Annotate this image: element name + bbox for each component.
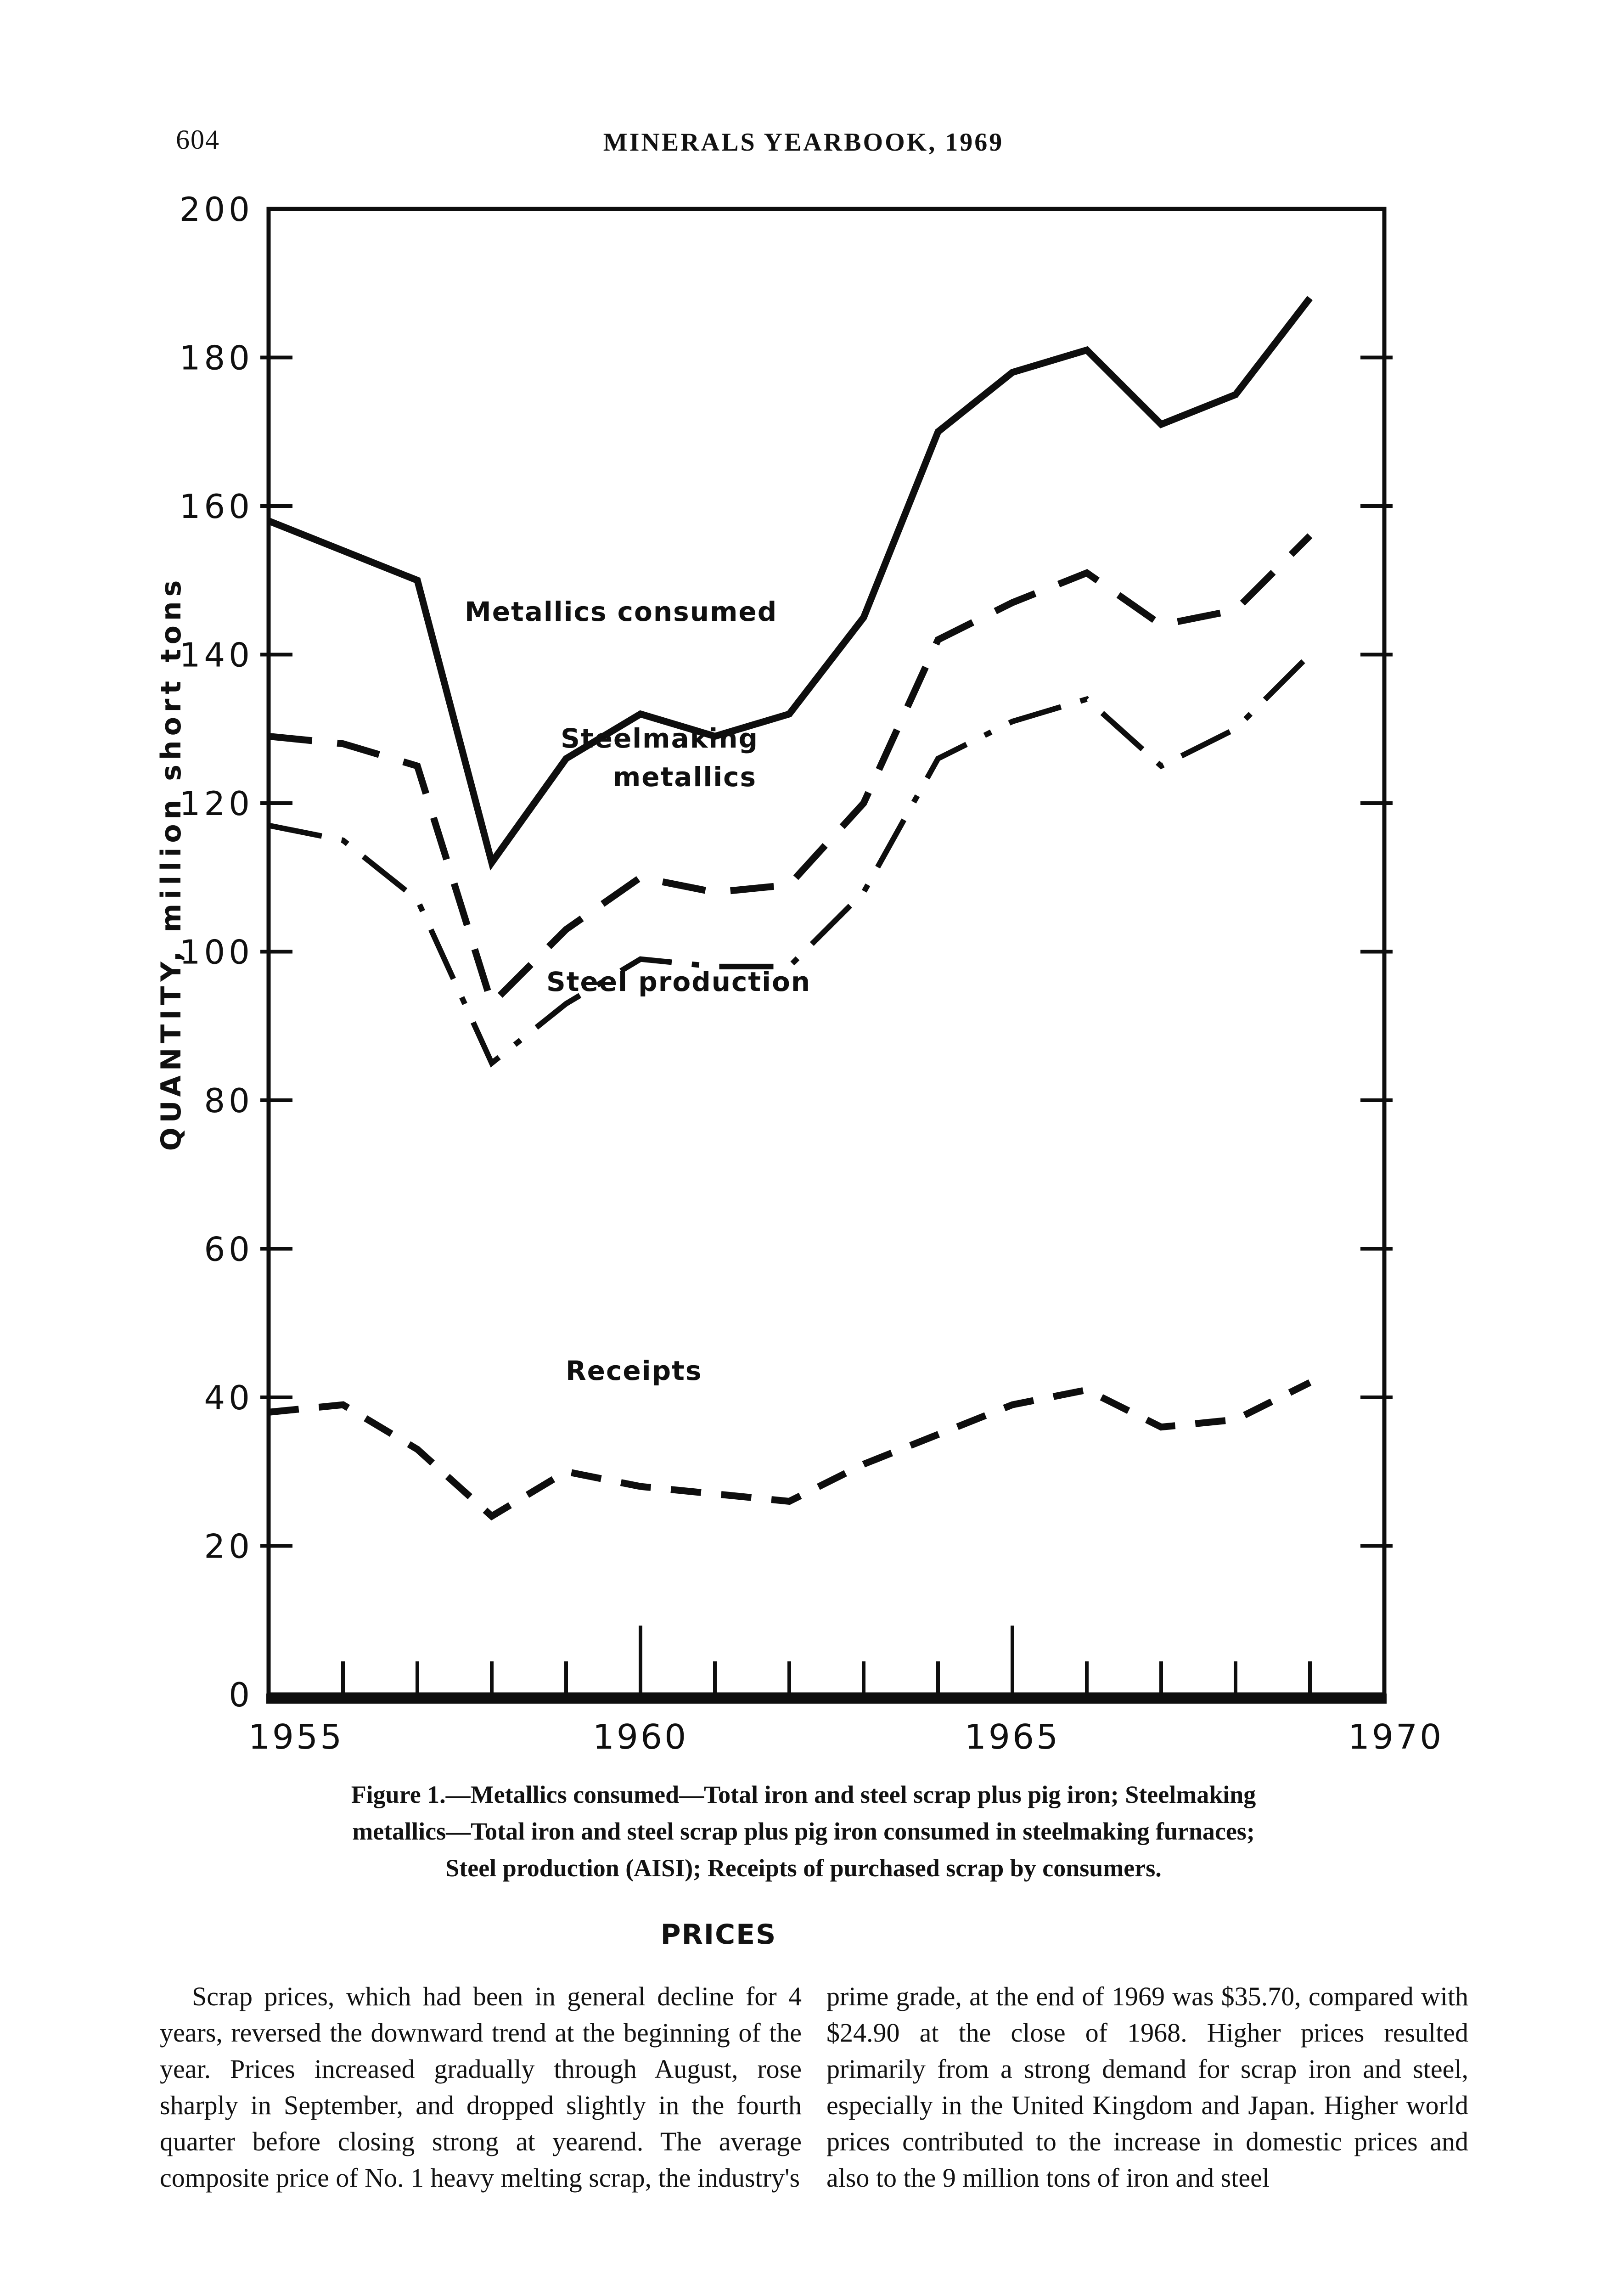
y-axis-tick-label: 180 [180, 339, 253, 377]
x-axis-tick-label: 1955 [248, 1717, 344, 1757]
figure-caption-line-2: metallics—Total iron and steel scrap plu… [352, 1818, 1255, 1845]
series-label-receipts: Receipts [566, 1355, 702, 1386]
y-axis-tick-label: 160 [180, 487, 253, 526]
page-header: MINERALS YEARBOOK, 1969 [603, 128, 1004, 157]
y-axis-tick-label: 200 [180, 190, 253, 229]
prices-heading: PRICES [660, 1919, 777, 1951]
x-axis-tick-label: 1970 [1348, 1717, 1444, 1757]
y-axis-tick-label: 0 [229, 1676, 253, 1714]
figure-caption: Figure 1.—Metallics consumed—Total iron … [0, 1776, 1607, 1886]
y-axis-tick-label: 20 [204, 1527, 253, 1566]
series-label-steel-production: Steel production [546, 966, 811, 997]
y-axis-tick-label: 60 [204, 1230, 253, 1269]
series-line-steel-production [268, 653, 1312, 1068]
series-label-metallics-consumed: Metallics consumed [465, 596, 777, 627]
series-line-metallics-consumed [267, 296, 1313, 871]
y-axis-tick-label: 100 [180, 933, 253, 972]
plot-frame [266, 207, 1387, 1697]
y-axis-tick-label: 120 [180, 784, 253, 823]
y-axis-tick-label: 140 [180, 636, 253, 675]
x-axis-tick-label: 1960 [593, 1717, 688, 1757]
series-line-steelmaking-metallics [268, 533, 1313, 1010]
series-line-receipts [268, 1379, 1312, 1521]
figure-caption-line-1: Figure 1.—Metallics consumed—Total iron … [351, 1781, 1256, 1808]
y-axis-tick-label: 40 [204, 1379, 253, 1417]
y-axis-tick-label: 80 [204, 1081, 253, 1120]
series-label-steelmaking-metallics-line2: metallics [613, 761, 757, 793]
y-axis-title: QUANTITY, million short tons [155, 576, 187, 1151]
figure-1-chart: 0 20 40 60 80 100 120 140 160 180 200 1955 1960 1965 1… [155, 190, 1444, 1757]
page-number: 604 [176, 124, 220, 155]
body-column-right: prime grade, at the end of 1969 was $35.… [826, 1981, 1468, 2193]
x-axis-tick-label: 1965 [965, 1717, 1060, 1757]
figure-caption-line-3: Steel production (AISI); Receipts of pur… [445, 1854, 1162, 1882]
body-column-left: Scrap prices, which had been in general … [160, 1981, 802, 2193]
series-label-steelmaking-metallics-line1: Steelmaking [561, 723, 759, 754]
